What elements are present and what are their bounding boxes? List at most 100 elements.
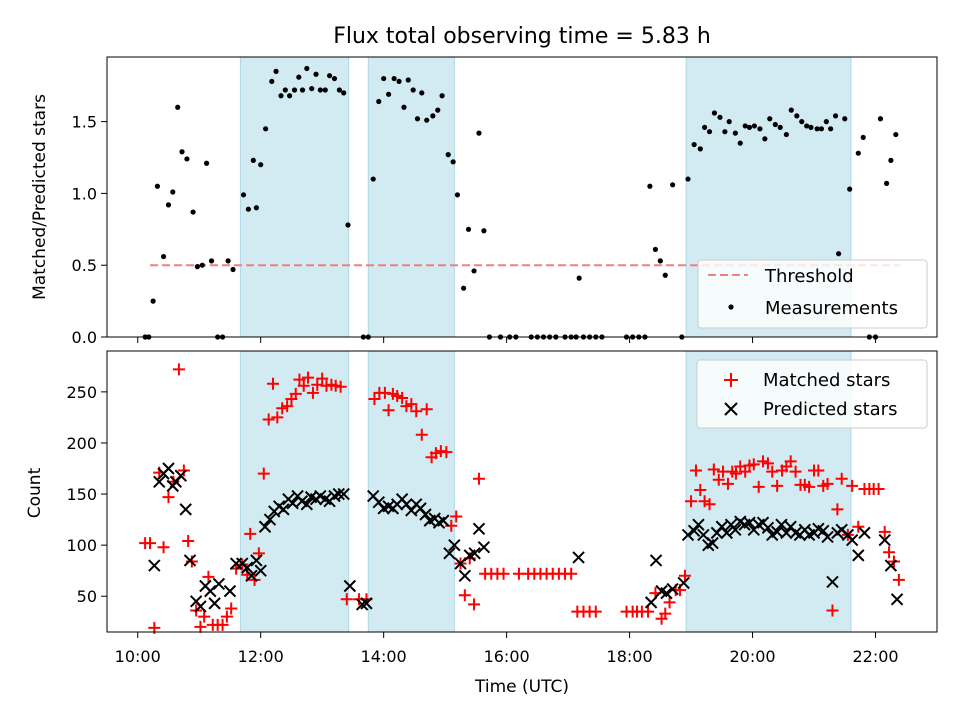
measurement-point: [767, 116, 773, 122]
predicted-star-point: [179, 503, 192, 516]
matched-star-point: [846, 479, 859, 492]
matched-star-point: [497, 567, 510, 580]
matched-star-point: [202, 570, 215, 583]
matched-star-point: [225, 602, 238, 615]
top-plot-frame: [106, 56, 938, 338]
top-x-axis-ticks: [137, 337, 877, 343]
y-tick-label: 250: [66, 383, 97, 402]
predicted-star-point: [337, 487, 350, 501]
measurement-point: [799, 119, 805, 125]
predicted-star-point: [360, 597, 373, 610]
measurement-point: [823, 119, 829, 125]
predicted-star-point: [153, 475, 166, 489]
measurement-point: [647, 183, 653, 189]
matched-star-point: [678, 569, 691, 582]
measurement-point: [370, 176, 376, 182]
matched-star-point: [872, 482, 885, 495]
matched-star-point: [311, 378, 324, 391]
x-tick-label: 10:00: [115, 647, 161, 666]
bottom-y-axis-ticks: 50 100 150 200 250: [66, 383, 107, 606]
predicted-legend-label: Predicted stars: [763, 399, 897, 420]
matched-star-point: [378, 386, 391, 399]
matched-star-point: [297, 379, 310, 392]
measurement-point: [888, 157, 894, 163]
predicted-star-point: [780, 526, 793, 540]
predicted-star-point: [277, 503, 290, 516]
predicted-star-point: [687, 524, 701, 538]
measurement-point: [309, 85, 315, 92]
matched-star-point: [803, 480, 816, 493]
matched-star-point: [368, 393, 381, 406]
x-tick-label: 12:00: [238, 647, 284, 666]
measurement-point: [893, 131, 899, 138]
measurement-point: [376, 98, 382, 105]
measurement-point: [240, 192, 247, 198]
measurement-point: [175, 104, 181, 110]
measurement-point: [439, 93, 445, 99]
matched-star-point: [565, 567, 578, 580]
x-axis-label: Time (UTC): [474, 677, 569, 697]
predicted-star-point: [332, 487, 345, 501]
predicted-star-point: [743, 516, 756, 529]
matched-star-point: [784, 455, 797, 468]
predicted-star-point: [194, 600, 207, 613]
matched-star-point: [281, 400, 294, 413]
matched-star-point: [257, 467, 270, 480]
matched-star-point: [289, 387, 302, 400]
measurement-point: [860, 134, 866, 141]
measurement-point: [296, 74, 302, 80]
predicted-star-point: [706, 536, 719, 550]
measurement-point: [777, 124, 783, 130]
matched-star-point: [703, 498, 716, 511]
measurement-point: [435, 107, 441, 113]
matched-star-point: [458, 589, 471, 602]
measurement-point: [291, 87, 298, 93]
y-tick-label: 100: [66, 536, 97, 555]
measurement-point: [225, 258, 231, 264]
bottom-panel: 50 100 150 200 250 10:00 12:00 14:00 16:00 18:00…: [25, 350, 938, 697]
x-tick-label: 14:00: [361, 647, 407, 666]
measurement-point: [263, 126, 269, 132]
measurement-point: [652, 246, 659, 253]
x-tick-label: 22:00: [852, 647, 898, 666]
measurement-point: [304, 65, 310, 72]
predicted-star-point: [852, 549, 865, 562]
matched-star-point: [194, 620, 207, 633]
matched-star-point: [162, 491, 175, 504]
predicted-star-point: [437, 514, 450, 527]
matched-star-point: [831, 503, 844, 516]
measurement-point: [299, 87, 306, 93]
matched-star-point: [694, 483, 707, 496]
measurement-point: [726, 119, 732, 125]
measurement-point: [331, 75, 338, 82]
measurement-point: [742, 123, 748, 129]
matched-star-point: [267, 377, 279, 390]
matched-star-point: [182, 535, 195, 548]
measurement-point: [273, 68, 279, 74]
measurement-point: [832, 113, 839, 119]
measurement-point: [424, 117, 430, 123]
measurement-point: [746, 124, 753, 130]
predicted-stars-points: [148, 462, 904, 613]
measurement-point: [788, 107, 794, 113]
measurement-point: [772, 121, 778, 128]
bottom-legend: Matched stars Predicted stars: [696, 359, 928, 429]
measurement-point: [828, 126, 834, 132]
predicted-star-point: [443, 547, 456, 560]
predicted-star-point: [817, 524, 830, 538]
matched-star-point: [410, 405, 423, 418]
matched-legend-label: Matched stars: [763, 370, 890, 391]
measurement-point: [808, 124, 814, 130]
y-tick-label: 0.0: [72, 328, 97, 347]
figure-title: Flux total observing time = 5.83 h: [333, 24, 711, 49]
measurement-point: [190, 209, 196, 215]
measurement-point: [847, 186, 853, 192]
matched-star-point: [396, 392, 409, 405]
measurement-point: [313, 71, 319, 77]
shaded-interval: [367, 350, 455, 633]
matched-star-point: [216, 618, 229, 631]
predicted-star-point: [845, 533, 859, 547]
predicted-star-point: [878, 533, 891, 547]
measurement-point: [165, 202, 172, 208]
measurement-point: [751, 123, 758, 129]
